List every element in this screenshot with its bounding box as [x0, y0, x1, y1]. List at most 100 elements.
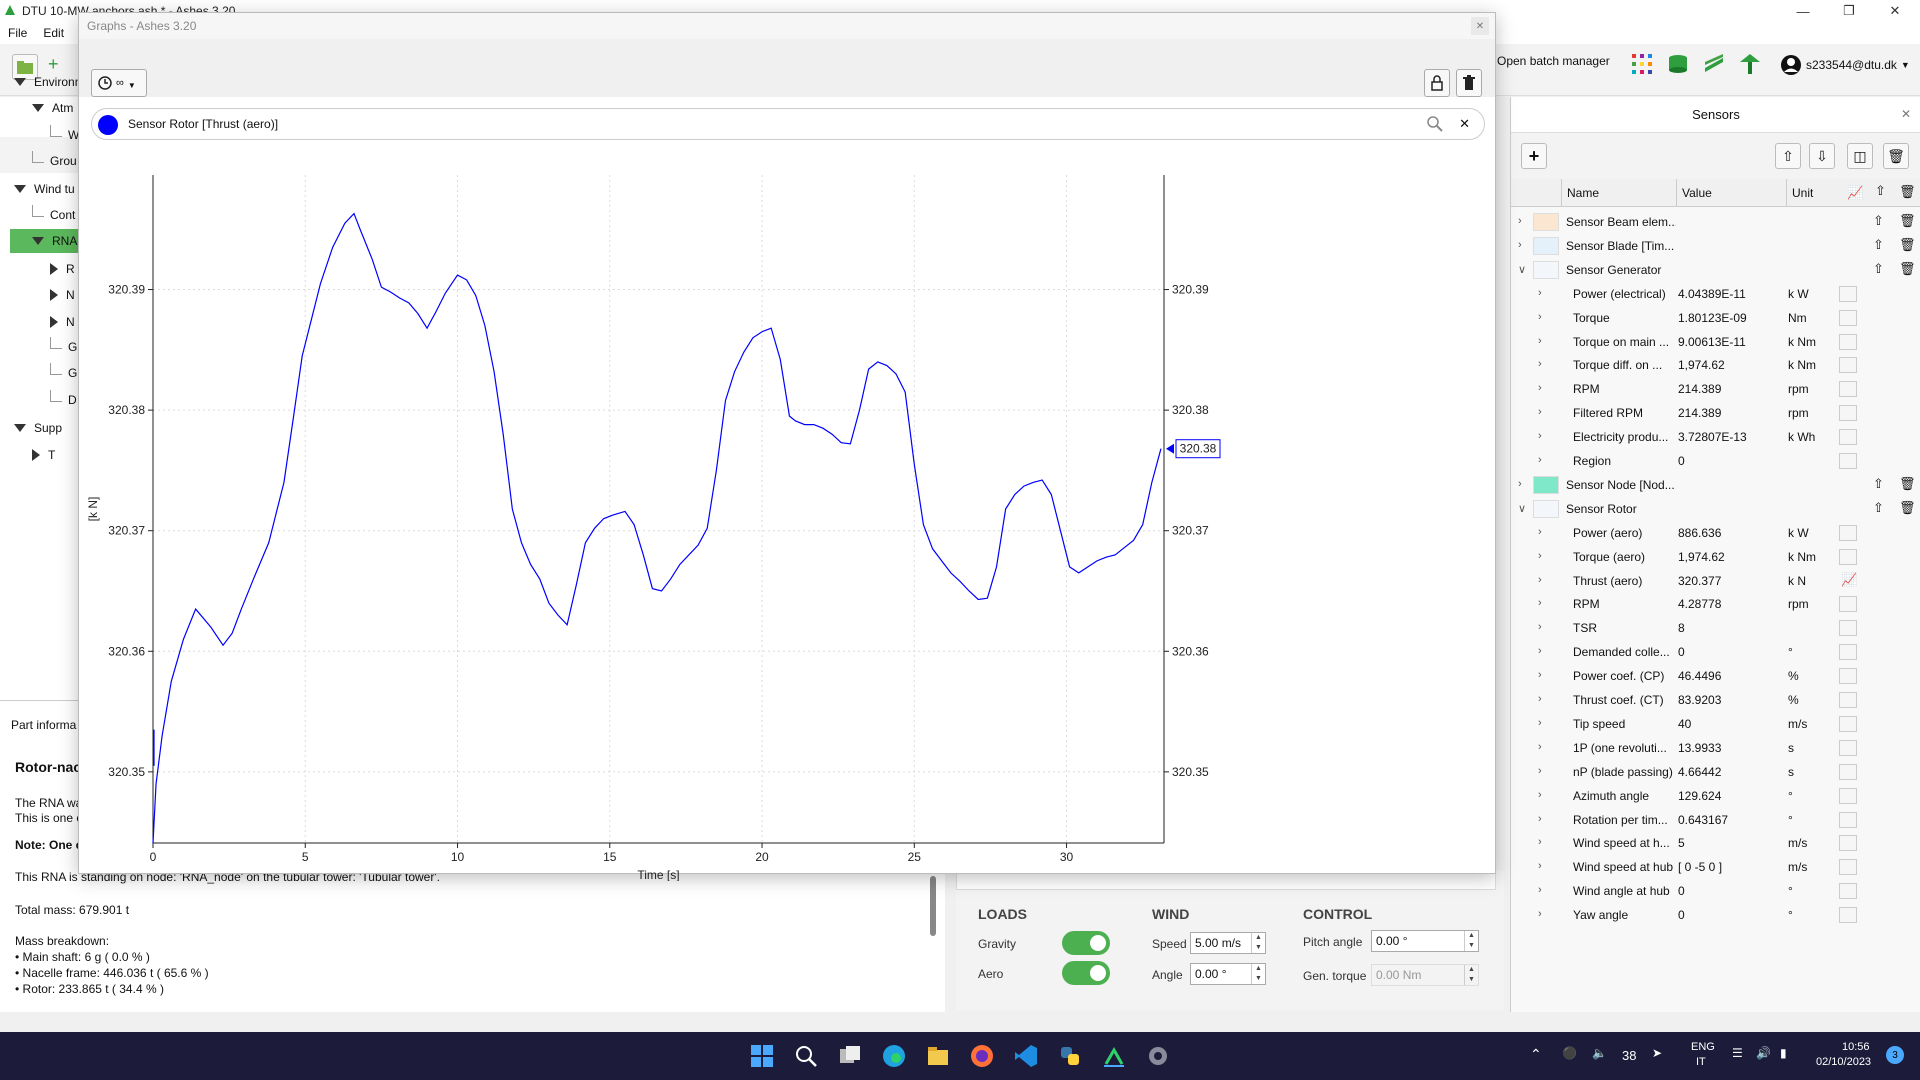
trash-icon[interactable]: 🗑: [1899, 236, 1916, 252]
trash-icon[interactable]: 🗑: [1899, 475, 1916, 491]
sensor-item-row[interactable]: › Torque diff. on ... 1,974.62 k Nm: [1511, 353, 1920, 377]
chevron-right-icon[interactable]: ›: [1538, 406, 1542, 419]
lock-button[interactable]: [1424, 69, 1450, 97]
add-sensor-button[interactable]: +: [1521, 143, 1547, 169]
sensor-item-row[interactable]: › Power coef. (CP) 46.4496%: [1511, 664, 1920, 688]
aero-toggle[interactable]: [1062, 961, 1110, 985]
chevron-right-icon[interactable]: ›: [1538, 908, 1542, 921]
task-view-icon[interactable]: [838, 1044, 862, 1068]
tree-item[interactable]: G: [50, 361, 77, 385]
vscode-icon[interactable]: [1014, 1044, 1038, 1068]
plot-checkbox[interactable]: [1839, 668, 1857, 685]
chevron-right-icon[interactable]: ›: [1538, 812, 1542, 825]
collapsed-arrow-icon[interactable]: [50, 263, 58, 275]
tree-item[interactable]: W: [50, 123, 79, 147]
plot-checkbox[interactable]: [1839, 333, 1857, 350]
minimize-button[interactable]: —: [1796, 3, 1810, 19]
sensor-item-row[interactable]: › Torque on main ... 9.00613E-11 k Nm: [1511, 330, 1920, 354]
close-icon[interactable]: ✕: [1471, 17, 1489, 35]
export-icon[interactable]: ⇧: [1775, 143, 1801, 169]
chevron-right-icon[interactable]: ›: [1538, 549, 1542, 562]
sensor-item-row[interactable]: › Rotation per tim... 0.643167 °: [1511, 808, 1920, 832]
chart-icon[interactable]: 📈: [1841, 571, 1858, 587]
add-part-button[interactable]: +: [48, 54, 59, 74]
column-name[interactable]: Name: [1561, 179, 1676, 207]
tree-item[interactable]: D: [50, 388, 77, 412]
plot-checkbox[interactable]: [1839, 620, 1857, 637]
plot-checkbox[interactable]: [1839, 859, 1857, 876]
plot-checkbox[interactable]: [1839, 405, 1857, 422]
spin-arrows-icon[interactable]: ▲ ▼: [1251, 933, 1265, 953]
time-window-button[interactable]: ∞ ▼: [91, 69, 147, 97]
chevron-right-icon[interactable]: ›: [1538, 788, 1542, 801]
tree-item[interactable]: N: [50, 283, 75, 307]
battery-icon[interactable]: ▮: [1780, 1046, 1787, 1060]
plot-checkbox[interactable]: [1839, 739, 1857, 756]
layout-columns-icon[interactable]: ◫: [1847, 143, 1873, 169]
chevron-right-icon[interactable]: ›: [1538, 358, 1542, 371]
chevron-right-icon[interactable]: ›: [1518, 477, 1522, 490]
clock-time[interactable]: 10:56: [1842, 1041, 1870, 1053]
plot-checkbox[interactable]: [1839, 524, 1857, 541]
spin-arrows-icon[interactable]: ▲ ▼: [1464, 931, 1478, 951]
wind-speed-input[interactable]: 5.00 m/s ▲ ▼: [1190, 932, 1266, 954]
chevron-right-icon[interactable]: ›: [1538, 573, 1542, 586]
expanded-arrow-icon[interactable]: [32, 104, 44, 112]
chevron-right-icon[interactable]: ›: [1538, 716, 1542, 729]
speaker-icon[interactable]: 🔊: [1756, 1046, 1771, 1060]
gravity-toggle[interactable]: [1062, 931, 1110, 955]
user-account[interactable]: s233544@dtu.dk ▼: [1780, 54, 1910, 76]
chevron-right-icon[interactable]: ›: [1538, 884, 1542, 897]
sensor-item-row[interactable]: › Thrust coef. (CT) 83.9203%: [1511, 688, 1920, 712]
remove-series-icon[interactable]: ✕: [1459, 116, 1470, 131]
plot-checkbox[interactable]: [1839, 429, 1857, 446]
sensor-item-row[interactable]: › Yaw angle 0 °: [1511, 903, 1920, 927]
thrust-series-line[interactable]: [152, 212, 1162, 844]
chevron-down-icon[interactable]: ∨: [1518, 263, 1527, 276]
trash-icon[interactable]: 🗑: [1899, 213, 1916, 228]
export-icon[interactable]: ⇧: [1873, 499, 1884, 515]
chevron-right-icon[interactable]: ›: [1538, 740, 1542, 753]
export-icon[interactable]: ⇧: [1873, 236, 1884, 252]
open-file-button[interactable]: [12, 54, 38, 80]
import-icon[interactable]: ⇩: [1809, 143, 1835, 169]
tree-item[interactable]: Cont: [32, 203, 75, 227]
chevron-up-icon[interactable]: ⌃: [1530, 1046, 1542, 1062]
expanded-arrow-icon[interactable]: [14, 78, 26, 86]
chevron-right-icon[interactable]: ›: [1538, 430, 1542, 443]
trash-icon[interactable]: 🗑: [1899, 184, 1916, 199]
chevron-right-icon[interactable]: ›: [1538, 860, 1542, 873]
export-icon[interactable]: ⇧: [1875, 183, 1886, 198]
sensor-item-row[interactable]: › Torque (aero) 1,974.62 k Nm: [1511, 545, 1920, 569]
sensor-item-row[interactable]: › RPM 214.389 rpm: [1511, 377, 1920, 401]
firefox-icon[interactable]: [970, 1044, 994, 1068]
sensor-item-row[interactable]: › Region 0: [1511, 449, 1920, 473]
thrust-line-chart[interactable]: 0 5 10 15 20 25 30 320.35 320.35 320.36 320.36 320.…: [79, 141, 1497, 881]
wifi-icon[interactable]: ☰: [1732, 1046, 1743, 1060]
plot-checkbox[interactable]: [1839, 715, 1857, 732]
sensor-item-row[interactable]: › Tip speed 40 m/s: [1511, 712, 1920, 736]
chevron-right-icon[interactable]: ›: [1538, 621, 1542, 634]
sensor-item-row[interactable]: › Azimuth angle 129.624 °: [1511, 784, 1920, 808]
chevron-right-icon[interactable]: ›: [1538, 597, 1542, 610]
tree-item[interactable]: Atm: [32, 96, 73, 120]
tree-item[interactable]: Environm: [14, 70, 85, 94]
clock-date[interactable]: 02/10/2023: [1816, 1056, 1872, 1068]
sensor-item-row[interactable]: › 1P (one revoluti... 13.9933 s: [1511, 736, 1920, 760]
part-info-tab[interactable]: Part informa: [11, 718, 77, 732]
export-icon[interactable]: ⇧: [1873, 260, 1884, 276]
plot-checkbox[interactable]: [1839, 883, 1857, 900]
clear-graphs-button[interactable]: [1456, 69, 1482, 97]
plot-checkbox[interactable]: [1839, 787, 1857, 804]
chevron-right-icon[interactable]: ›: [1538, 693, 1542, 705]
plot-checkbox[interactable]: [1839, 692, 1857, 708]
collapsed-arrow-icon[interactable]: [32, 449, 40, 461]
grid-colors-icon[interactable]: [1630, 52, 1654, 76]
file-explorer-icon[interactable]: [926, 1044, 950, 1068]
plot-checkbox[interactable]: [1839, 548, 1857, 565]
input-region[interactable]: IT: [1696, 1056, 1706, 1068]
notification-badge[interactable]: 3: [1886, 1046, 1904, 1064]
plot-checkbox[interactable]: [1839, 309, 1857, 326]
close-button[interactable]: ✕: [1889, 3, 1901, 18]
chevron-right-icon[interactable]: ›: [1538, 334, 1542, 347]
